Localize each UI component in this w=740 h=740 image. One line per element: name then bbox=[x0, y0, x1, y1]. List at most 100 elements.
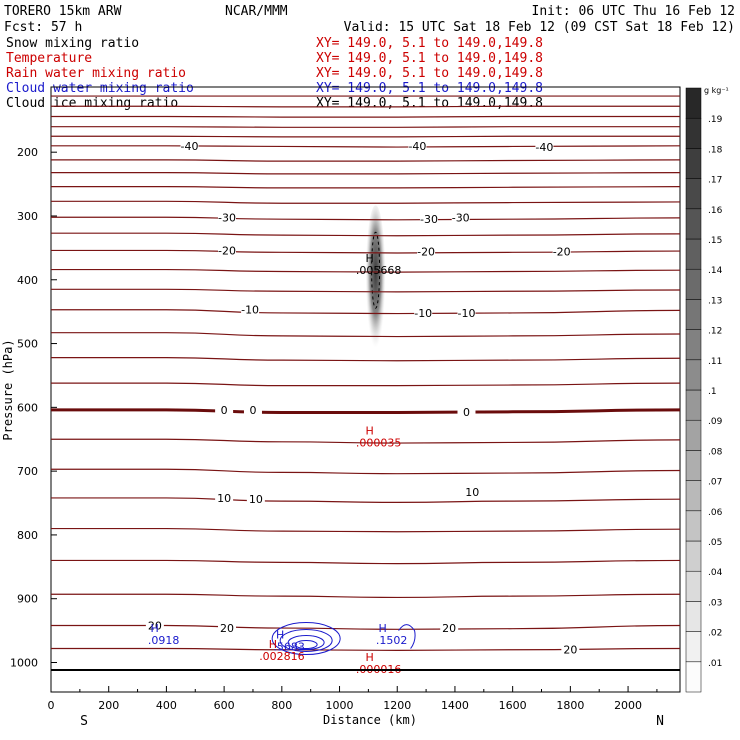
isotherm-label: -10 bbox=[458, 307, 476, 320]
label-bg bbox=[561, 643, 580, 655]
rain-max-value: .000035 bbox=[356, 436, 402, 449]
isotherm-label: -20 bbox=[553, 246, 571, 259]
isotherm-label: 0 bbox=[221, 404, 228, 417]
temperature-isotherms bbox=[50, 95, 681, 651]
legend-xy: XY= 149.0, 5.1 to 149.0,149.8 bbox=[316, 66, 543, 81]
isotherm-label: -20 bbox=[417, 246, 435, 259]
isotherm bbox=[51, 356, 681, 362]
colorbar-label: .02 bbox=[708, 629, 722, 639]
cloud-water-contour bbox=[398, 624, 416, 649]
colorbar-label: .01 bbox=[708, 659, 722, 669]
colorbar-label: .12 bbox=[708, 327, 722, 337]
y-tick-label: 600 bbox=[17, 401, 38, 414]
x-tick-label: 2000 bbox=[614, 699, 642, 712]
snow-shading bbox=[365, 205, 386, 356]
colorbar-cell bbox=[685, 389, 702, 421]
isotherm-label: 0 bbox=[249, 404, 256, 417]
snow-max-h: H bbox=[365, 252, 373, 265]
isotherm-label: 20 bbox=[148, 620, 162, 633]
colorbar-cell bbox=[685, 148, 702, 179]
isotherm-label: -40 bbox=[408, 140, 426, 153]
colorbar-label: .07 bbox=[708, 478, 722, 488]
isotherm-label: 0 bbox=[463, 406, 470, 419]
colorbar-unit: g kg⁻¹ bbox=[704, 86, 729, 95]
cloud-water-max-value: .0918 bbox=[148, 634, 180, 647]
legend-name: Cloud ice mixing ratio bbox=[6, 96, 178, 111]
cloud-water-contour bbox=[294, 640, 318, 650]
isotherm-label: 10 bbox=[465, 486, 479, 499]
rain-max-h: H bbox=[365, 424, 373, 437]
isotherm-label: -10 bbox=[414, 307, 432, 320]
x-axis-label: Distance (km) bbox=[323, 713, 417, 727]
isotherm-label: -40 bbox=[535, 141, 553, 154]
x-tick-label: 800 bbox=[271, 699, 292, 712]
colorbar-label: .14 bbox=[708, 266, 723, 276]
label-bg bbox=[218, 622, 237, 634]
isotherm bbox=[51, 559, 681, 565]
colorbar-cell bbox=[685, 87, 702, 119]
x-tick-label: 1800 bbox=[556, 699, 584, 712]
x-tick-label: 1600 bbox=[499, 699, 527, 712]
isotherm bbox=[51, 593, 681, 599]
init-time: Init: 06 UTC Thu 16 Feb 12 bbox=[532, 4, 736, 19]
isotherm bbox=[51, 332, 681, 338]
colorbar-cell bbox=[685, 570, 702, 602]
x-tick-label: 0 bbox=[48, 699, 55, 712]
isotherm-label: 20 bbox=[442, 622, 456, 635]
legend-name: Cloud water mixing ratio bbox=[6, 81, 194, 96]
colorbar-label: .06 bbox=[708, 508, 723, 518]
label-bg bbox=[246, 493, 265, 505]
x-tick-label: 1400 bbox=[441, 699, 469, 712]
colorbar-cell bbox=[685, 631, 702, 663]
model-title: TORERO 15km ARW bbox=[4, 4, 122, 19]
zero-isotherm bbox=[50, 408, 681, 414]
label-bg bbox=[414, 306, 433, 318]
forecast-hour: Fcst: 57 h bbox=[4, 20, 82, 35]
cloud-water-contour bbox=[279, 629, 333, 653]
legend-xy: XY= 149.0, 5.1 to 149.0,149.8 bbox=[316, 51, 543, 66]
colorbar-label: .19 bbox=[708, 115, 723, 125]
rain-max-h: H bbox=[269, 638, 277, 651]
isotherm bbox=[51, 232, 681, 237]
isotherm bbox=[51, 438, 681, 444]
cloud-water-max-h: H bbox=[378, 622, 386, 635]
colorbar-cell bbox=[685, 480, 702, 512]
valid-time: Valid: 15 UTC Sat 18 Feb 12 (09 CST Sat … bbox=[344, 20, 735, 35]
isotherm-label: 10 bbox=[217, 492, 231, 505]
isotherm bbox=[50, 115, 680, 118]
colorbar-label: .03 bbox=[708, 598, 722, 608]
colorbar-label: .05 bbox=[708, 538, 722, 548]
isotherm bbox=[51, 135, 680, 138]
south-label: S bbox=[80, 714, 88, 729]
cloud-water-max-value: .1502 bbox=[376, 634, 408, 647]
isotherm bbox=[51, 497, 681, 503]
x-tick-label: 600 bbox=[214, 699, 235, 712]
isotherm bbox=[51, 159, 681, 162]
isotherm bbox=[51, 268, 681, 273]
colorbar-cell bbox=[685, 268, 702, 300]
y-tick-label: 800 bbox=[17, 529, 38, 542]
isotherm bbox=[51, 624, 681, 630]
center-title: NCAR/MMM bbox=[225, 4, 288, 19]
colorbar-label: .1 bbox=[708, 387, 717, 397]
label-bg bbox=[535, 141, 554, 153]
colorbar-label: .09 bbox=[708, 417, 723, 427]
y-axis: 200 300 400 500 600 700 800 900 1000 bbox=[10, 146, 57, 670]
label-bg bbox=[145, 619, 164, 631]
legend-xy: XY= 149.0, 5.1 to 149.0,149.8 bbox=[316, 36, 543, 51]
cloud-water-contour bbox=[271, 622, 341, 656]
label-bg bbox=[218, 244, 237, 256]
y-tick-label: 300 bbox=[17, 210, 38, 223]
north-label: N bbox=[656, 714, 664, 729]
y-tick-label: 200 bbox=[17, 146, 38, 159]
cloud-water-max-h: H bbox=[276, 629, 284, 642]
label-bg bbox=[215, 403, 234, 415]
label-bg bbox=[215, 491, 234, 503]
legend-xy: XY= 149.0, 5.1 to 149.0,149.8 bbox=[316, 81, 543, 96]
label-bg bbox=[457, 405, 476, 417]
isotherm-label: -30 bbox=[218, 211, 236, 224]
isotherm-label: -30 bbox=[452, 211, 470, 224]
colorbar-label: .04 bbox=[708, 568, 723, 578]
y-tick-label: 400 bbox=[17, 274, 38, 287]
